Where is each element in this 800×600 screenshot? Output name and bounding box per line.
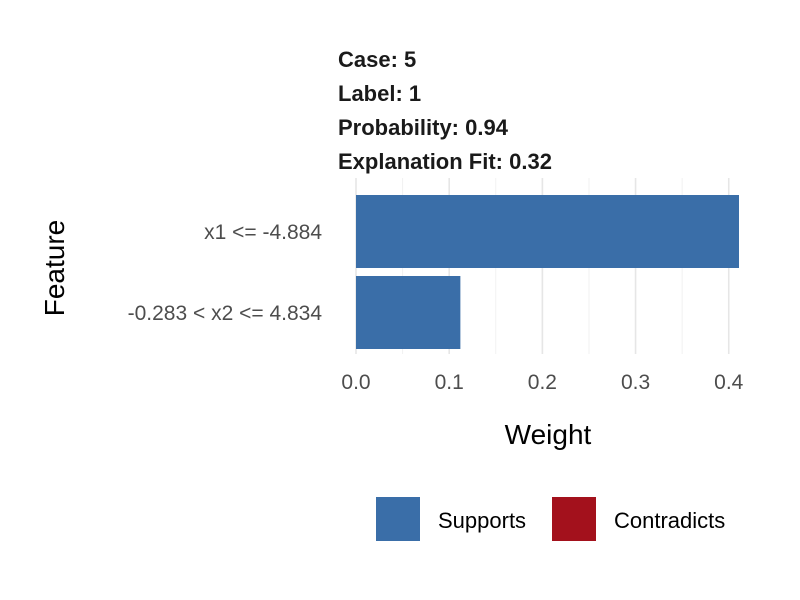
legend-label-contradicts: Contradicts: [614, 508, 725, 533]
bars: [356, 195, 739, 349]
bar: [356, 276, 461, 349]
bar: [356, 195, 739, 268]
title-probability: Probability: 0.94: [338, 115, 509, 140]
title-explanation-fit: Explanation Fit: 0.32: [338, 149, 552, 174]
y-axis-tick-labels: x1 <= -4.884 -0.283 < x2 <= 4.834: [128, 221, 323, 325]
x-tick-label: 0.4: [714, 371, 744, 394]
legend-swatch-contradicts: [552, 497, 596, 541]
y-tick-label: -0.283 < x2 <= 4.834: [128, 302, 323, 325]
chart-title: Case: 5 Label: 1 Probability: 0.94 Expla…: [338, 47, 552, 174]
title-label: Label: 1: [338, 81, 421, 106]
x-axis-tick-labels: 0.0 0.1 0.2 0.3 0.4: [341, 371, 743, 394]
x-tick-label: 0.2: [528, 371, 557, 394]
y-tick-label: x1 <= -4.884: [204, 221, 322, 244]
x-tick-label: 0.3: [621, 371, 650, 394]
plot-panel: [355, 178, 739, 354]
x-tick-label: 0.1: [435, 371, 464, 394]
y-axis-title: Feature: [39, 220, 70, 317]
title-case: Case: 5: [338, 47, 416, 72]
x-tick-label: 0.0: [341, 371, 370, 394]
x-axis-title: Weight: [505, 419, 592, 450]
legend-swatch-supports: [376, 497, 420, 541]
legend: Supports Contradicts: [376, 497, 725, 541]
legend-label-supports: Supports: [438, 508, 526, 533]
